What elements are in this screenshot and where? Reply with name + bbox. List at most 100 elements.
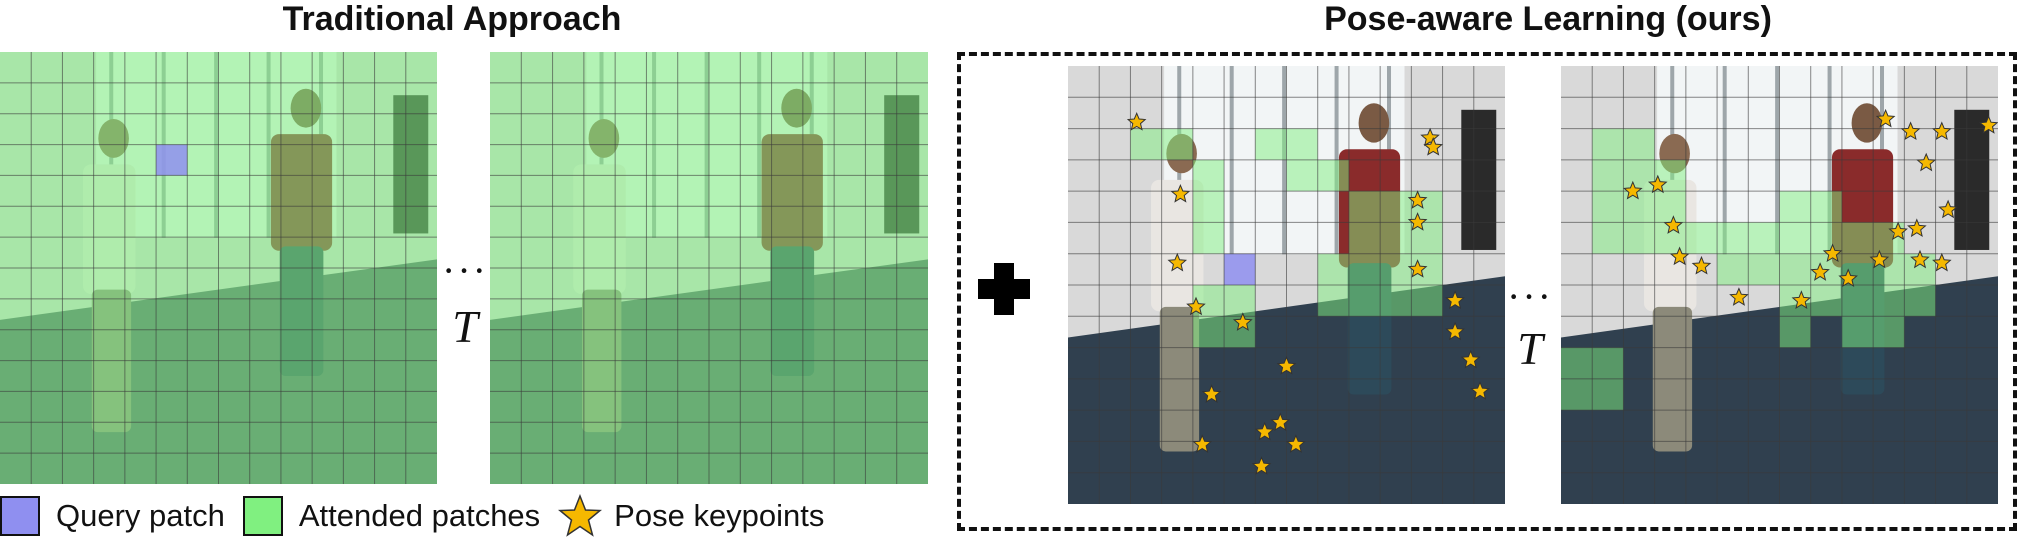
traditional-frame-T	[490, 52, 928, 484]
pose-keypoint-star	[1126, 112, 1147, 131]
pose-keypoint-star	[1900, 121, 1921, 141]
attended-patch	[1348, 253, 1381, 285]
pose-keypoint-star	[1869, 249, 1890, 269]
pose-keypoint-star	[1407, 259, 1428, 278]
pose-keypoint-star	[1286, 434, 1306, 453]
attended-patch	[1561, 347, 1593, 379]
pose-keypoint-star	[1938, 199, 1958, 219]
pose-keypoint-star	[1791, 290, 1812, 309]
ellipsis-traditional: ···	[442, 248, 488, 293]
attended-patch	[1685, 222, 1718, 254]
ours-dashed-box	[957, 52, 2017, 531]
patch-overlay	[1130, 128, 1443, 348]
pose-keypoint-star	[1192, 434, 1213, 453]
attended-patch	[1779, 253, 1811, 285]
pose-keypoint-star	[1691, 255, 1712, 275]
pose-keypoint-star	[1186, 296, 1206, 316]
legend-keypoint: Pose keypoints	[558, 494, 824, 538]
attended-patch	[1748, 222, 1780, 254]
attended-patch	[1130, 128, 1162, 160]
patch-grid	[0, 52, 437, 484]
legend-attended-label: Attended patches	[298, 498, 541, 533]
attended-patch	[1286, 128, 1318, 160]
attended-patch	[1348, 285, 1381, 317]
attended-patch	[1192, 316, 1225, 348]
pose-keypoint-star	[1888, 221, 1908, 241]
plus-icon	[978, 263, 1030, 315]
attended-patch	[1561, 378, 1593, 411]
attended-patch	[1841, 285, 1874, 317]
attended-patch	[1654, 191, 1686, 223]
attended-patch	[1348, 222, 1381, 254]
pose-keypoint-star	[1622, 180, 1643, 200]
pose-keypoint-star	[1423, 136, 1444, 156]
attended-patch	[1192, 222, 1225, 254]
attended-patch	[1748, 253, 1780, 285]
pose-keypoint-star	[1470, 381, 1490, 400]
attended-patch	[1904, 285, 1936, 317]
pose-keypoint-star	[1729, 287, 1749, 306]
attended-patch	[1592, 222, 1624, 254]
attended-patch	[1286, 159, 1318, 192]
pose-keypoint-star	[1251, 456, 1272, 475]
pose-keypoint-star	[1978, 115, 1998, 134]
attended-patch	[1873, 285, 1905, 317]
attended-patch	[1380, 191, 1412, 223]
attended-patch	[1411, 285, 1443, 317]
query-patch	[1224, 253, 1256, 285]
query-patch	[156, 144, 188, 176]
attended-patch	[1779, 316, 1811, 348]
ours-frame-1	[1068, 66, 1505, 504]
attended-patch	[1592, 191, 1624, 223]
attended-patch	[1810, 285, 1842, 317]
patch-grid	[1561, 66, 1998, 504]
attended-patch	[1380, 222, 1412, 254]
attended-patch	[1779, 222, 1811, 254]
pose-keypoint-star	[1838, 268, 1858, 288]
pose-keypoint-star	[1270, 412, 1291, 431]
attended-patch	[1161, 128, 1193, 160]
legend-query-label: Query patch	[56, 498, 225, 533]
patch-grid	[490, 52, 928, 484]
pose-keypoint-star	[1276, 355, 1297, 375]
patch-grid	[1068, 66, 1505, 504]
attended-patch	[1317, 253, 1349, 285]
attended-patch	[1380, 253, 1412, 285]
pose-keypoint-star	[1875, 108, 1896, 128]
attended-patch	[1592, 378, 1624, 411]
attended-patch	[1717, 253, 1749, 285]
ours-frame-T	[1561, 66, 1998, 504]
pose-keypoint-star	[1810, 262, 1830, 281]
pose-keypoint-star	[1932, 121, 1952, 141]
legend-keypoint-label: Pose keypoints	[614, 498, 825, 533]
attended-patch	[1592, 347, 1624, 379]
attended-patch	[1255, 128, 1287, 160]
ellipsis-ours: ···	[1507, 274, 1553, 319]
attended-patch	[1717, 222, 1749, 254]
time-label-ours: T	[1517, 323, 1543, 374]
pose-keypoint-star	[1907, 218, 1927, 238]
pose-keypoint-star	[1916, 152, 1937, 172]
legend-attended: Attended patches	[242, 496, 541, 536]
attended-patch	[1348, 191, 1381, 223]
attended-patch	[1380, 285, 1412, 317]
pose-keypoint-star	[1663, 215, 1684, 234]
attended-patch	[1592, 159, 1624, 192]
pose-keypoint-star	[1932, 252, 1952, 272]
pose-keypoint-star	[1647, 174, 1668, 194]
pose-keypoint-star	[1407, 190, 1428, 209]
pose-keypoint-star	[1232, 312, 1253, 331]
attended-patch	[1192, 191, 1225, 223]
attended-patch	[1317, 285, 1349, 317]
pose-keypoint-star	[1407, 212, 1428, 231]
attended-patch	[1623, 128, 1655, 160]
attended-patch	[1810, 222, 1842, 254]
ours-title: Pose-aware Learning (ours)	[1324, 0, 1772, 38]
pose-keypoint-star	[1445, 321, 1465, 341]
pose-keypoint-star	[1170, 184, 1191, 203]
pose-keypoint-star	[1167, 252, 1188, 272]
pose-keypoint-star	[1254, 421, 1275, 441]
traditional-frame-1	[0, 52, 437, 484]
patch-overlay	[1561, 128, 1936, 411]
attended-patch	[1192, 159, 1225, 192]
